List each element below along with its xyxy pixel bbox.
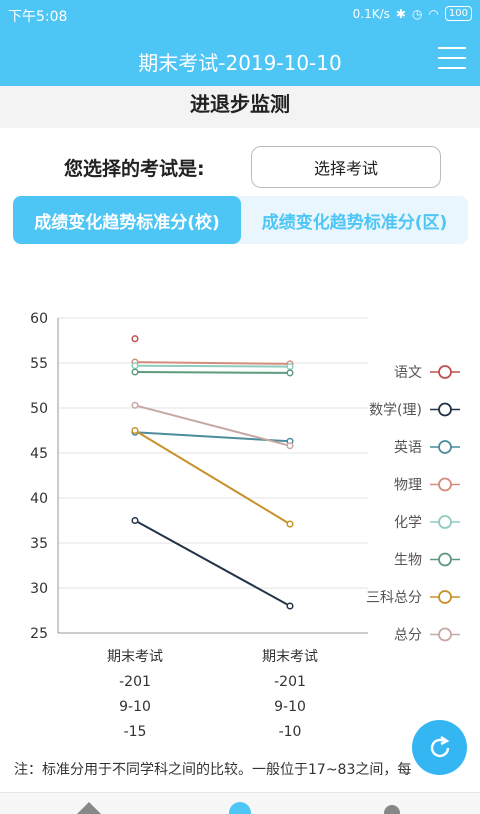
trend-tabs: 成绩变化趋势标准分(校) 成绩变化趋势标准分(区) [13, 196, 468, 244]
legend-label: 三科总分 [366, 590, 422, 606]
y-tick-label: 55 [30, 356, 48, 372]
data-point [286, 363, 294, 371]
legend-label: 化学 [394, 515, 422, 531]
y-tick-label: 40 [30, 491, 48, 507]
x-tick-label: 9-10 [274, 699, 306, 715]
series-line [134, 371, 291, 374]
data-point [131, 335, 139, 343]
legend-marker [438, 477, 452, 492]
menu-icon[interactable] [438, 47, 466, 69]
data-point [286, 442, 294, 450]
x-tick-label: -10 [279, 724, 302, 740]
legend-marker [438, 515, 452, 529]
bottom-nav [0, 792, 480, 814]
bluetooth-icon: ✱ [395, 6, 406, 21]
legend-label: 语文 [394, 365, 422, 381]
profile-icon[interactable] [378, 799, 406, 814]
status-time: 下午5:08 [8, 9, 68, 25]
legend-label: 总分 [394, 628, 422, 644]
series-line [134, 361, 291, 365]
x-tick-label: 9-10 [119, 699, 151, 715]
data-point [131, 426, 139, 435]
note-text: 注：标准分用于不同学科之间的比较。一般位于17~83之间，每 [14, 762, 412, 778]
home-icon[interactable] [75, 799, 103, 814]
section-header: 进退步监测 [0, 86, 480, 128]
tab-district-standard[interactable]: 成绩变化趋势标准分(区) [261, 212, 448, 233]
x-tick-label: -201 [274, 674, 306, 690]
exam-select-row: 您选择的考试是: 选择考试 [0, 146, 480, 190]
page-title: 期末考试-2019-10-10 [138, 51, 342, 75]
data-point [131, 368, 139, 376]
legend-marker [438, 365, 452, 379]
data-point [131, 362, 139, 370]
legend-label: 数学(理) [369, 403, 422, 419]
y-tick-label: 25 [30, 626, 48, 642]
wifi-icon: ◠ [428, 6, 439, 21]
legend-label: 英语 [394, 439, 422, 456]
x-tick-label: 期末考试 [107, 649, 163, 665]
series-line [134, 364, 291, 368]
section-title: 进退步监测 [190, 92, 290, 116]
legend-label: 生物 [394, 553, 422, 569]
y-tick-label: 50 [30, 401, 48, 417]
legend-marker [438, 590, 452, 604]
data-point [286, 520, 294, 528]
series-line [134, 519, 291, 607]
legend-marker [438, 402, 452, 417]
score-trend-chart: 25 30 35 40 45 50 55 60 期末考试 -201 9-10 -15 期末考试 -201 9… [30, 311, 460, 740]
y-tick-label: 60 [30, 311, 48, 327]
data-point [131, 516, 139, 525]
tab-school-standard[interactable]: 成绩变化趋势标准分(校) [13, 196, 241, 244]
x-tick-label: -15 [124, 724, 147, 740]
y-tick-label: 45 [30, 446, 48, 462]
legend-marker [438, 627, 452, 642]
legend-marker [438, 552, 452, 567]
legend-label: 物理 [394, 478, 422, 494]
y-tick-label: 35 [30, 536, 48, 552]
status-bar: 下午5:08 0.1K/s ✱ ◷ ◠ 100 [0, 0, 480, 30]
app-header: 期末考试-2019-10-10 [0, 30, 480, 86]
x-tick-label: -201 [119, 674, 151, 690]
y-tick-label: 30 [30, 581, 48, 597]
data-point [286, 369, 294, 377]
series-line [134, 404, 291, 447]
x-tick-label: 期末考试 [262, 649, 318, 665]
refresh-icon [430, 735, 449, 757]
list-icon[interactable] [226, 799, 254, 814]
legend-marker [438, 440, 452, 454]
data-point [131, 401, 139, 409]
network-speed: 0.1K/s [352, 6, 390, 21]
data-point [286, 602, 294, 610]
status-icons: 0.1K/s ✱ ◷ ◠ 100 [353, 6, 472, 21]
battery-icon: 100 [444, 6, 472, 21]
select-exam-button[interactable]: 选择考试 [251, 146, 441, 188]
series-line [134, 429, 291, 525]
exam-select-label: 您选择的考试是: [64, 158, 205, 180]
refresh-button[interactable] [412, 720, 467, 775]
alarm-icon: ◷ [411, 6, 423, 21]
